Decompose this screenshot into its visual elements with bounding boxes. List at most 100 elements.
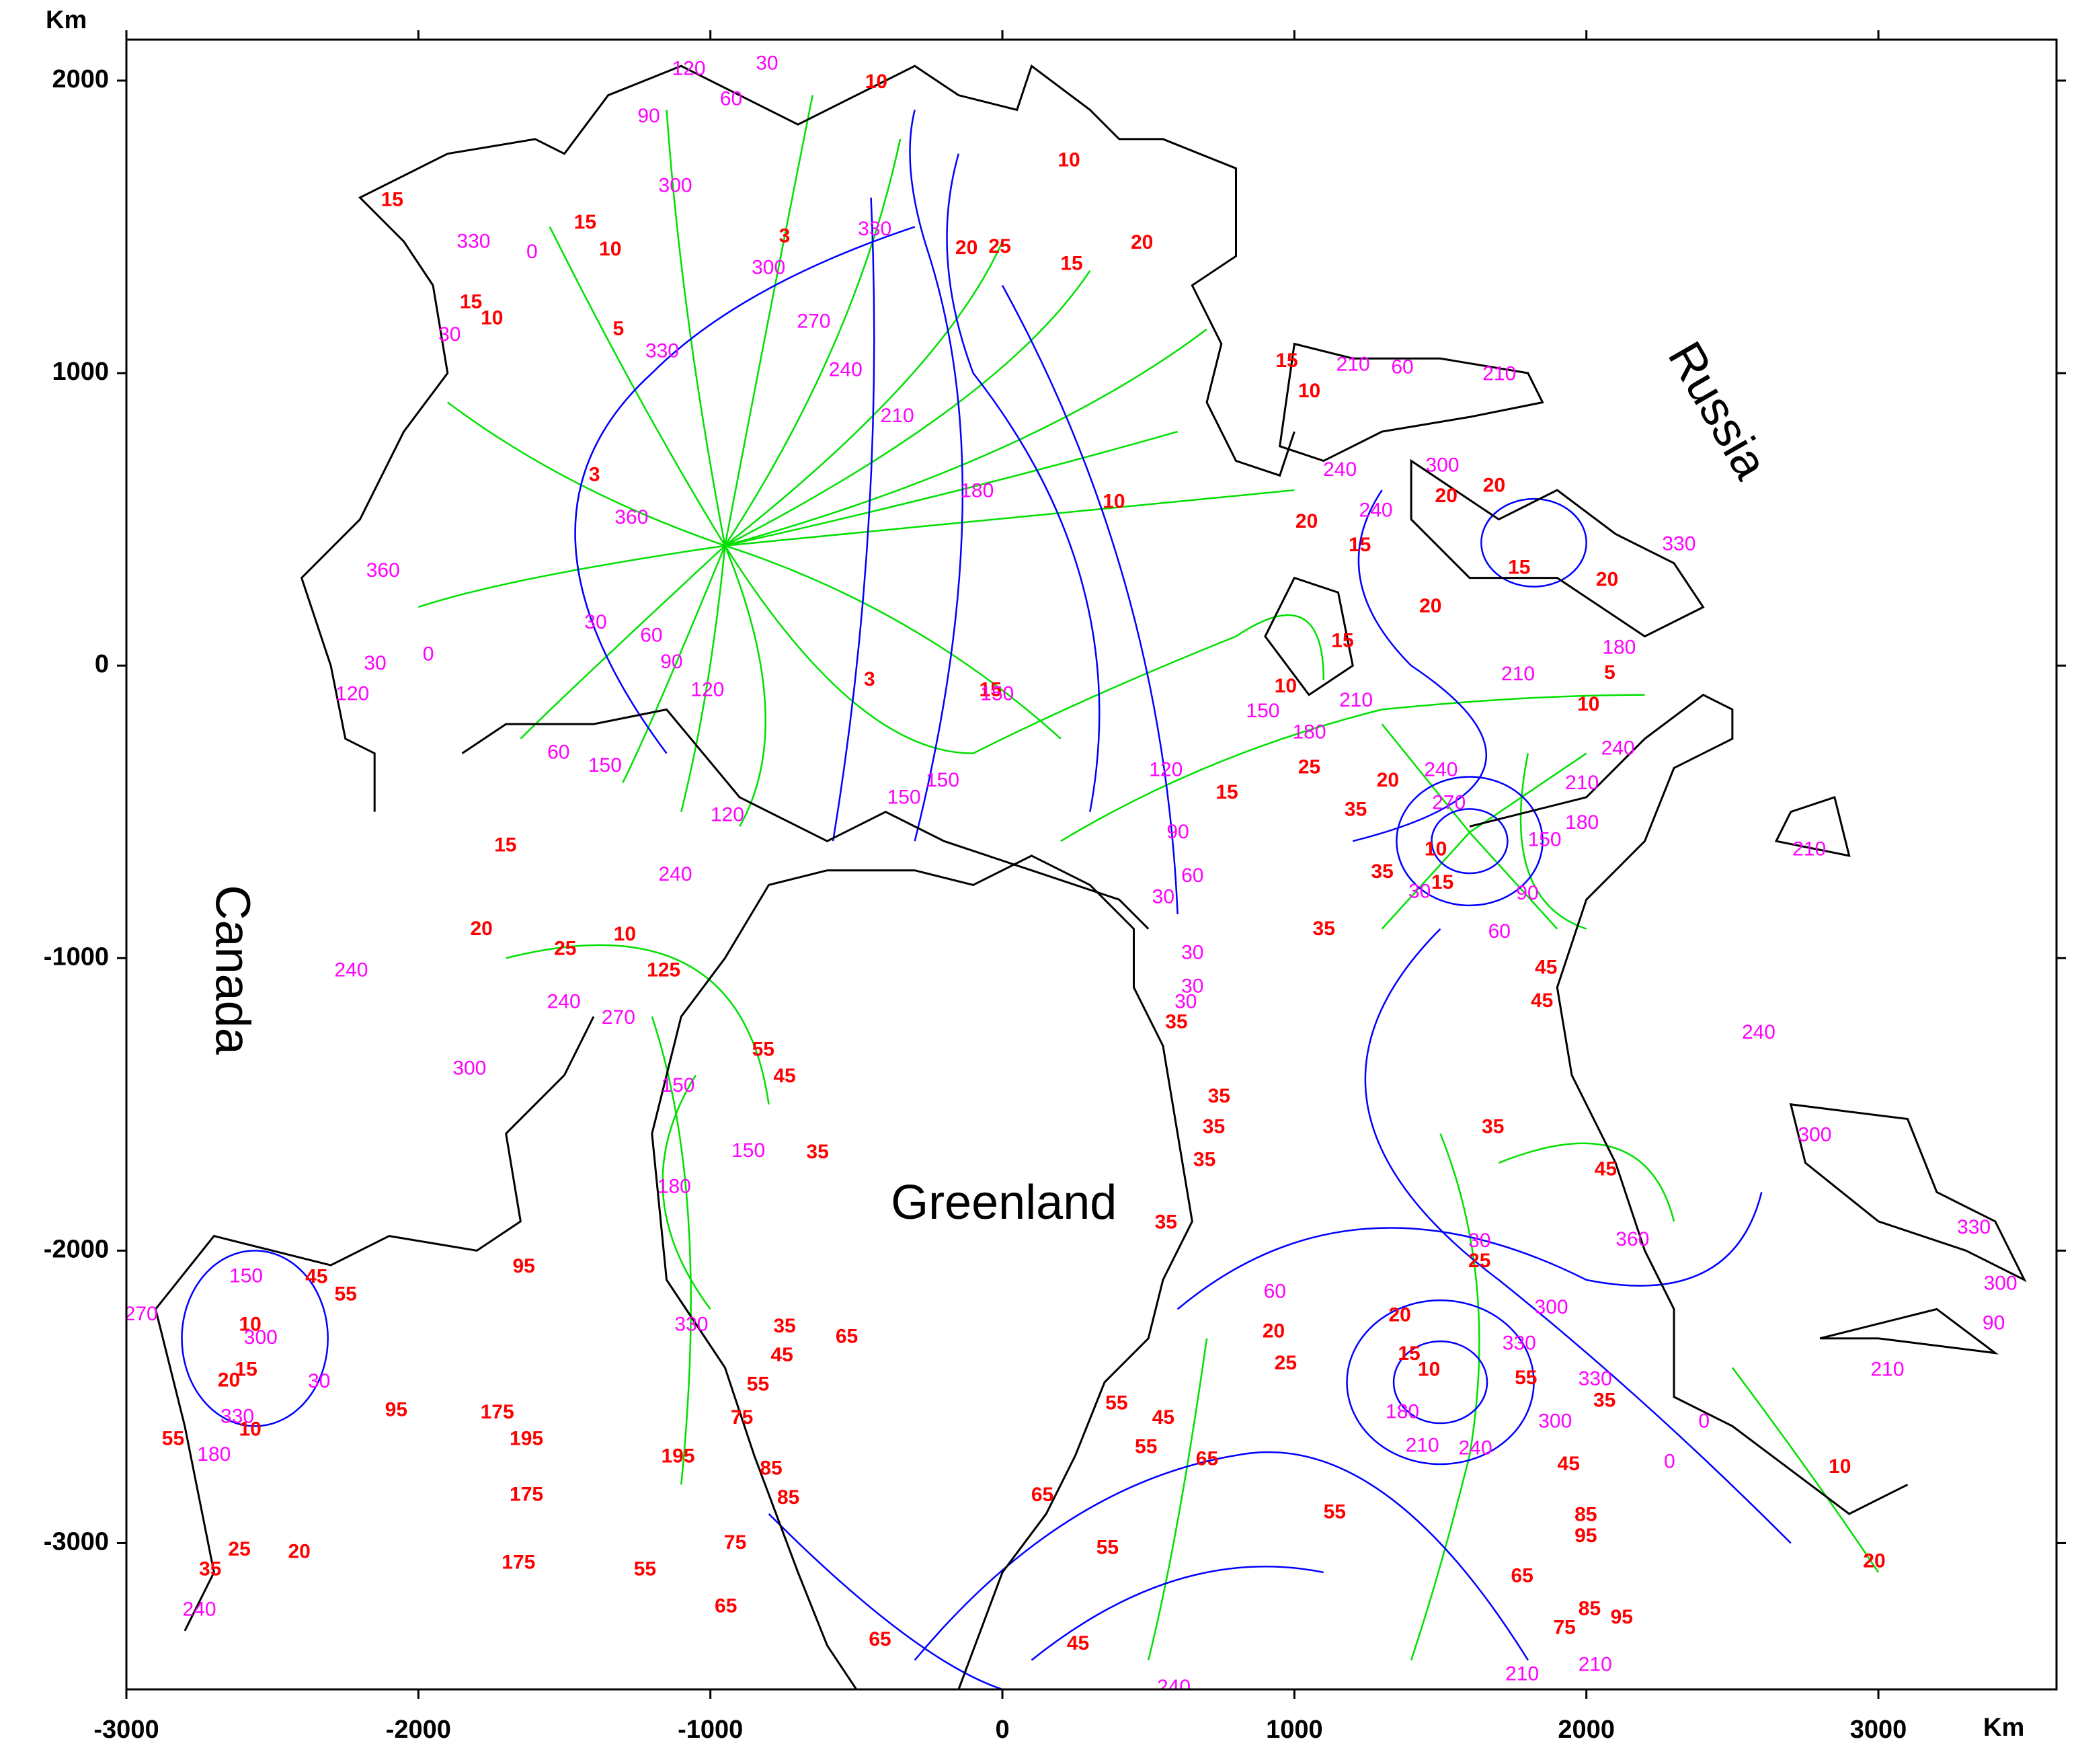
- amplitude-label: 65: [1196, 1447, 1218, 1470]
- y-tick-label: -2000: [44, 1235, 109, 1263]
- phase-label: 270: [602, 1006, 635, 1029]
- amplitude-label: 35: [1371, 860, 1393, 883]
- x-axis-label: Km: [1983, 1714, 2024, 1742]
- phase-label: 60: [1391, 356, 1413, 378]
- amplitude-label: 45: [1558, 1453, 1580, 1475]
- amplitude-label: 20: [1131, 231, 1153, 253]
- amplitude-label: 20: [470, 918, 492, 940]
- amplitude-label: 35: [1165, 1010, 1187, 1033]
- amplitude-label: 65: [715, 1595, 737, 1617]
- amplitude-label: 15: [235, 1359, 257, 1381]
- amplitude-label: 85: [760, 1457, 782, 1479]
- phase-label: 30: [1152, 886, 1174, 908]
- amplitude-label: 35: [1203, 1116, 1225, 1138]
- amplitude-label: 20: [1483, 474, 1505, 496]
- amplitude-label: 20: [1596, 568, 1618, 590]
- phase-label: 330: [674, 1314, 708, 1336]
- phase-label: 330: [1503, 1332, 1536, 1354]
- amplitude-label: 45: [770, 1344, 793, 1366]
- amplitude-label: 20: [955, 237, 977, 259]
- amplitude-label: 55: [1096, 1537, 1119, 1559]
- y-tick-label: 0: [95, 650, 109, 678]
- coastlines: [155, 66, 2024, 1689]
- amplitude-label: 5: [1604, 662, 1615, 684]
- amplitude-label: 25: [1468, 1250, 1490, 1272]
- phase-label: 210: [1870, 1359, 1904, 1381]
- amplitude-label: 25: [1275, 1352, 1297, 1374]
- y-tick-label: 2000: [52, 65, 109, 93]
- phase-label: 150: [980, 683, 1014, 705]
- phase-label: 180: [197, 1443, 231, 1466]
- amplitude-label: 10: [599, 238, 621, 260]
- phase-label: 30: [1181, 942, 1203, 964]
- amplitude-label: 15: [574, 211, 596, 233]
- phase-label: 30: [1181, 975, 1203, 998]
- amplitude-label: 45: [305, 1266, 327, 1288]
- phase-label: 180: [1292, 721, 1326, 744]
- phase-label: 180: [657, 1175, 691, 1197]
- phase-label: 30: [364, 652, 386, 674]
- phase-label: 150: [229, 1265, 263, 1287]
- amplitude-label: 55: [1324, 1501, 1346, 1523]
- phase-label: 30: [1174, 991, 1197, 1013]
- phase-label: 210: [1792, 838, 1826, 860]
- amplitude-label: 20: [1419, 595, 1441, 617]
- amplitude-label: 15: [1431, 871, 1453, 893]
- amplitude-label: 35: [1345, 798, 1367, 820]
- amplitude-label: 45: [1152, 1406, 1174, 1429]
- phase-label: 120: [1149, 758, 1183, 780]
- phase-label: 90: [637, 105, 660, 127]
- phase-label: 150: [661, 1074, 694, 1096]
- amplitude-label: 55: [1515, 1367, 1537, 1389]
- amplitude-label: 15: [1060, 253, 1082, 275]
- phase-label: 240: [334, 959, 368, 981]
- amplitude-label: 25: [228, 1538, 250, 1560]
- amplitude-label: 15: [1398, 1342, 1420, 1365]
- phase-label: 150: [731, 1139, 765, 1162]
- phase-label: 180: [1386, 1401, 1419, 1423]
- amplitude-label: 10: [239, 1418, 261, 1440]
- amplitude-label: 15: [1508, 557, 1530, 579]
- amplitude-label: 20: [218, 1369, 240, 1391]
- amplitude-label: 55: [335, 1283, 357, 1305]
- phase-label: 120: [672, 57, 706, 79]
- amplitude-label: 15: [1349, 534, 1371, 556]
- phase-label: 120: [335, 683, 369, 705]
- axes: -3000 -2000 -1000 0 1000 2000 3000-3000-2000-1…: [44, 6, 2066, 1744]
- amplitude-label: 15: [1275, 350, 1298, 372]
- amplitude-label: 175: [510, 1483, 543, 1505]
- amplitude-label: 45: [1535, 956, 1557, 978]
- phase-label: 240: [1424, 758, 1458, 780]
- x-tick-label: 0: [995, 1716, 1009, 1744]
- phase-label: 150: [926, 769, 959, 791]
- amplitude-label: 175: [481, 1401, 514, 1423]
- x-tick-label: 3000: [1850, 1716, 1907, 1744]
- amplitude-label: 35: [199, 1558, 221, 1580]
- amplitude-label: 10: [1057, 149, 1080, 171]
- phase-label: 210: [1336, 354, 1370, 376]
- phase-label: 240: [1601, 737, 1635, 759]
- phase-label: 0: [423, 643, 434, 665]
- amplitude-label: 55: [162, 1427, 184, 1449]
- amplitude-label: 10: [1577, 693, 1599, 715]
- amplitude-label: 195: [510, 1427, 543, 1449]
- phase-label: 180: [1602, 636, 1636, 658]
- amplitude-label: 10: [1298, 380, 1320, 402]
- phase-label: 30: [308, 1370, 330, 1392]
- amplitude-label: 35: [1313, 918, 1335, 940]
- phase-label: 210: [1482, 363, 1516, 385]
- amplitude-label: 20: [288, 1541, 310, 1563]
- amplitude-label: 85: [1579, 1598, 1601, 1620]
- amplitude-label: 95: [385, 1398, 407, 1420]
- amplitude-label: 10: [1275, 675, 1297, 697]
- phase-label: 300: [244, 1326, 278, 1349]
- phase-label: 210: [1406, 1434, 1439, 1456]
- amplitude-label: 75: [724, 1531, 746, 1554]
- phase-label: 210: [1505, 1663, 1539, 1685]
- amplitude-label: 95: [1574, 1525, 1597, 1547]
- x-tick-label: -3000: [93, 1716, 159, 1744]
- x-tick-label: -1000: [678, 1716, 743, 1744]
- phase-label: 330: [221, 1405, 254, 1427]
- phase-label: 210: [1339, 689, 1373, 711]
- amplitude-label: 85: [777, 1486, 799, 1509]
